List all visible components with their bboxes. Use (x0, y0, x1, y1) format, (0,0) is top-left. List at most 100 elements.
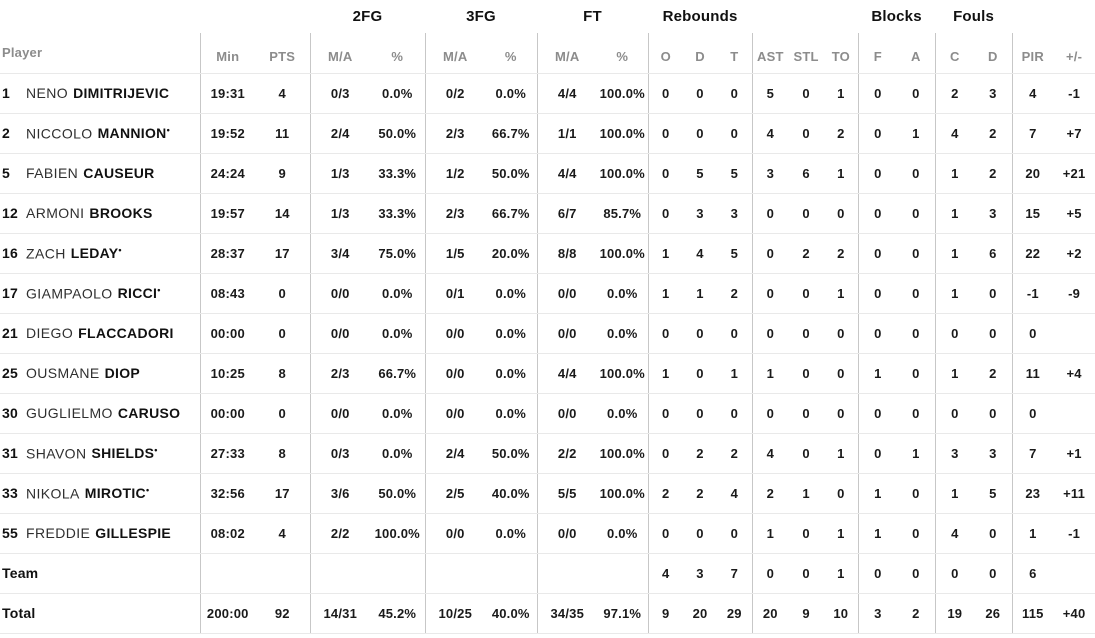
cell-3fg-ma: 0/0 (424, 313, 485, 354)
player-row: 30 GUGLIELMO CARUSO 00:00 0 0/0 0.0% 0/0 0.0% 0/0… (0, 393, 1095, 434)
cell-3fg-ma: 0/0 (424, 393, 485, 434)
jersey-number: 2 (2, 125, 10, 142)
cell-fouls-drawn: 2 (974, 153, 1013, 194)
stat-group-header-row: 2FG 3FG FT Rebounds Blocks Fouls (0, 0, 1095, 33)
cell-3fg-ma (424, 553, 485, 594)
player-last-name: LEDAY (70, 245, 119, 262)
cell-fouls-committed: 0 (934, 553, 975, 594)
player-name-cell: 21 DIEGO FLACCADORI (0, 313, 200, 354)
cell-pir: 0 (1011, 313, 1054, 354)
group-header-rebounds: Rebounds (662, 8, 738, 25)
cell-blocks-against: 2 (897, 593, 936, 634)
cell-2fg-ma: 0/0 (309, 313, 370, 354)
cell-ft-pct: 100.0% (597, 113, 649, 154)
player-last-name: MANNION (97, 125, 167, 142)
cell-3fg-pct: 20.0% (485, 233, 537, 274)
cell-2fg-ma: 3/4 (309, 233, 370, 274)
col-header-2fg-ma: M/A (309, 33, 370, 74)
cell-blocks-favor: 0 (857, 73, 898, 114)
cell-steals: 0 (788, 113, 825, 154)
cell-pir: 0 (1011, 393, 1054, 434)
cell-ft-pct: 100.0% (597, 153, 649, 194)
player-last-name: DIOP (104, 365, 141, 381)
cell-fouls-committed: 2 (934, 73, 975, 114)
cell-plusminus (1053, 553, 1095, 594)
cell-steals: 0 (788, 393, 825, 434)
cell-blocks-against: 0 (897, 153, 936, 194)
cell-reb-def: 4 (683, 233, 718, 274)
cell-assists: 0 (751, 393, 789, 434)
cell-steals: 9 (788, 593, 825, 634)
col-header-ft-ma: M/A (536, 33, 597, 74)
cell-reb-off: 0 (647, 193, 684, 234)
cell-points: 17 (255, 473, 310, 514)
cell-minutes: 19:31 (199, 73, 255, 114)
cell-steals: 0 (788, 433, 825, 474)
cell-reb-off: 0 (647, 113, 684, 154)
jersey-number: 1 (2, 85, 10, 101)
cell-blocks-against: 0 (897, 513, 936, 554)
cell-plusminus: +7 (1053, 113, 1095, 154)
cell-pir: 7 (1011, 433, 1054, 474)
cell-2fg-ma: 0/3 (309, 433, 370, 474)
cell-plusminus: +11 (1053, 473, 1095, 514)
cell-reb-total: 0 (717, 513, 753, 554)
cell-3fg-ma: 2/3 (424, 193, 485, 234)
cell-reb-total: 0 (717, 313, 753, 354)
cell-ft-pct: 0.0% (597, 273, 649, 314)
cell-reb-def: 0 (683, 393, 718, 434)
player-last-name: BROOKS (89, 205, 153, 221)
cell-ft-ma: 8/8 (536, 233, 597, 274)
cell-2fg-ma: 2/3 (309, 353, 370, 394)
cell-reb-off: 0 (647, 73, 684, 114)
cell-2fg-pct: 33.3% (370, 153, 425, 194)
cell-points: 9 (255, 153, 310, 194)
cell-points: 4 (255, 513, 310, 554)
cell-ft-ma (536, 553, 597, 594)
group-header-3fg: 3FG (466, 8, 496, 25)
cell-turnovers: 1 (824, 513, 859, 554)
cell-reb-total: 1 (717, 353, 753, 394)
cell-points: 8 (255, 433, 310, 474)
cell-reb-off: 2 (647, 473, 684, 514)
cell-plusminus: -9 (1053, 273, 1095, 314)
jersey-number: 30 (2, 405, 18, 421)
cell-reb-off: 1 (647, 353, 684, 394)
player-row: 33 NIKOLA MIROTIC• 32:56 17 3/6 50.0% 2/5 40.0% 5… (0, 473, 1095, 514)
cell-points: 14 (255, 193, 310, 234)
cell-reb-def: 0 (683, 73, 718, 114)
cell-turnovers: 1 (824, 73, 859, 114)
player-row: 12 ARMONI BROOKS 19:57 14 1/3 33.3% 2/3 66.7% 6/7… (0, 193, 1095, 234)
player-first-name: DIEGO (26, 325, 74, 341)
jersey-number: 55 (2, 525, 18, 541)
cell-pir: 4 (1011, 73, 1054, 114)
cell-assists: 1 (751, 513, 789, 554)
cell-reb-def: 2 (683, 433, 718, 474)
cell-ft-ma: 4/4 (536, 73, 597, 114)
cell-blocks-against: 0 (897, 393, 936, 434)
player-last-name: SHIELDS (91, 445, 155, 462)
cell-steals: 0 (788, 353, 825, 394)
cell-assists: 1 (751, 353, 789, 394)
cell-blocks-against: 0 (897, 273, 936, 314)
cell-blocks-favor: 0 (857, 433, 898, 474)
cell-ft-pct: 100.0% (597, 233, 649, 274)
player-last-name: FLACCADORI (78, 325, 174, 341)
player-row: 1 NENO DIMITRIJEVIC 19:31 4 0/3 0.0% 0/2 0.0% 4/4… (0, 73, 1095, 114)
player-name-cell: 33 NIKOLA MIROTIC• (0, 473, 200, 514)
team-row-label: Team (2, 565, 39, 581)
cell-blocks-against: 0 (897, 233, 936, 274)
cell-3fg-ma: 1/5 (424, 233, 485, 274)
cell-2fg-ma: 0/3 (309, 73, 370, 114)
starter-indicator-icon: • (166, 124, 170, 135)
cell-fouls-drawn: 2 (974, 353, 1013, 394)
player-name-cell: 5 FABIEN CAUSEUR (0, 153, 200, 194)
col-header-to: TO (824, 33, 859, 74)
cell-reb-def: 0 (683, 313, 718, 354)
cell-3fg-ma: 0/1 (424, 273, 485, 314)
cell-ft-pct: 97.1% (597, 593, 649, 634)
player-name-cell: 55 FREDDIE GILLESPIE (0, 513, 200, 554)
cell-2fg-ma: 1/3 (309, 153, 370, 194)
cell-fouls-drawn: 26 (974, 593, 1013, 634)
cell-assists: 0 (751, 193, 789, 234)
